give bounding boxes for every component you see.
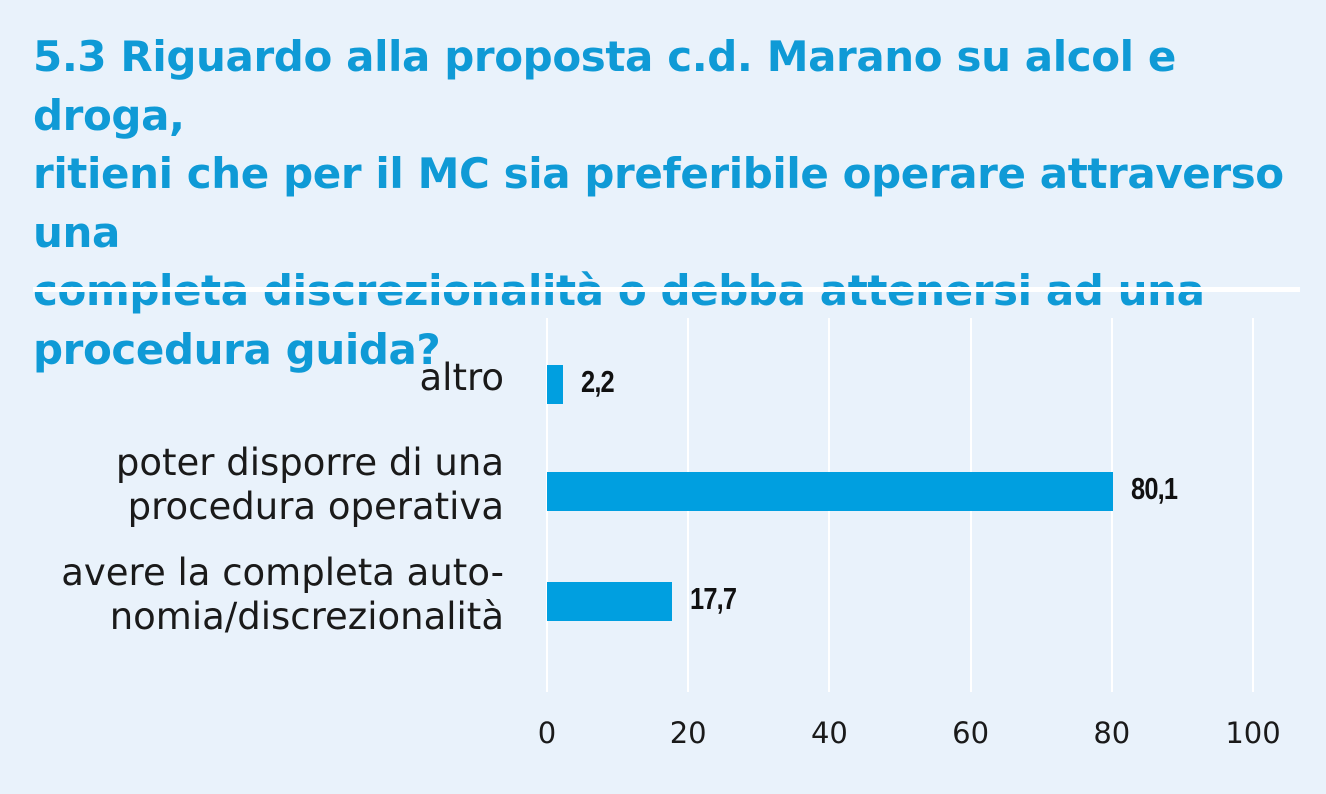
category-label-line: poter disporre di una — [115, 441, 504, 484]
title-line: 5.3 Riguardo alla proposta c.d. Marano s… — [33, 32, 1176, 140]
bar — [547, 364, 563, 404]
category-label: avere la completa auto-nomia/discreziona… — [61, 551, 504, 639]
title-line: ritieni che per il MC sia preferibile op… — [33, 149, 1284, 257]
bar-value-label: 2,2 — [580, 364, 615, 399]
category-label-line: avere la completa auto- — [61, 551, 504, 594]
bar — [547, 581, 672, 621]
x-tick-label: 100 — [1225, 716, 1281, 750]
category-label-line: altro — [419, 356, 505, 399]
x-tick-label: 0 — [537, 716, 557, 750]
category-label-line: procedura operativa — [127, 485, 504, 528]
bar-value-label: 17,7 — [689, 581, 737, 616]
bar — [547, 471, 1113, 511]
category-label: altro — [420, 356, 505, 400]
x-tick-label: 60 — [952, 716, 990, 750]
x-tick-label: 80 — [1093, 716, 1131, 750]
category-label: poter disporre di una procedura operativa — [116, 441, 504, 529]
bar-value-label: 80,1 — [1130, 471, 1178, 506]
x-tick-label: 40 — [810, 716, 848, 750]
x-tick-label: 20 — [669, 716, 707, 750]
title-line: procedura guida? — [33, 324, 441, 374]
gridline — [1252, 318, 1254, 692]
title-divider — [33, 287, 1300, 292]
category-label-line: nomia/discrezionalità — [109, 595, 504, 638]
